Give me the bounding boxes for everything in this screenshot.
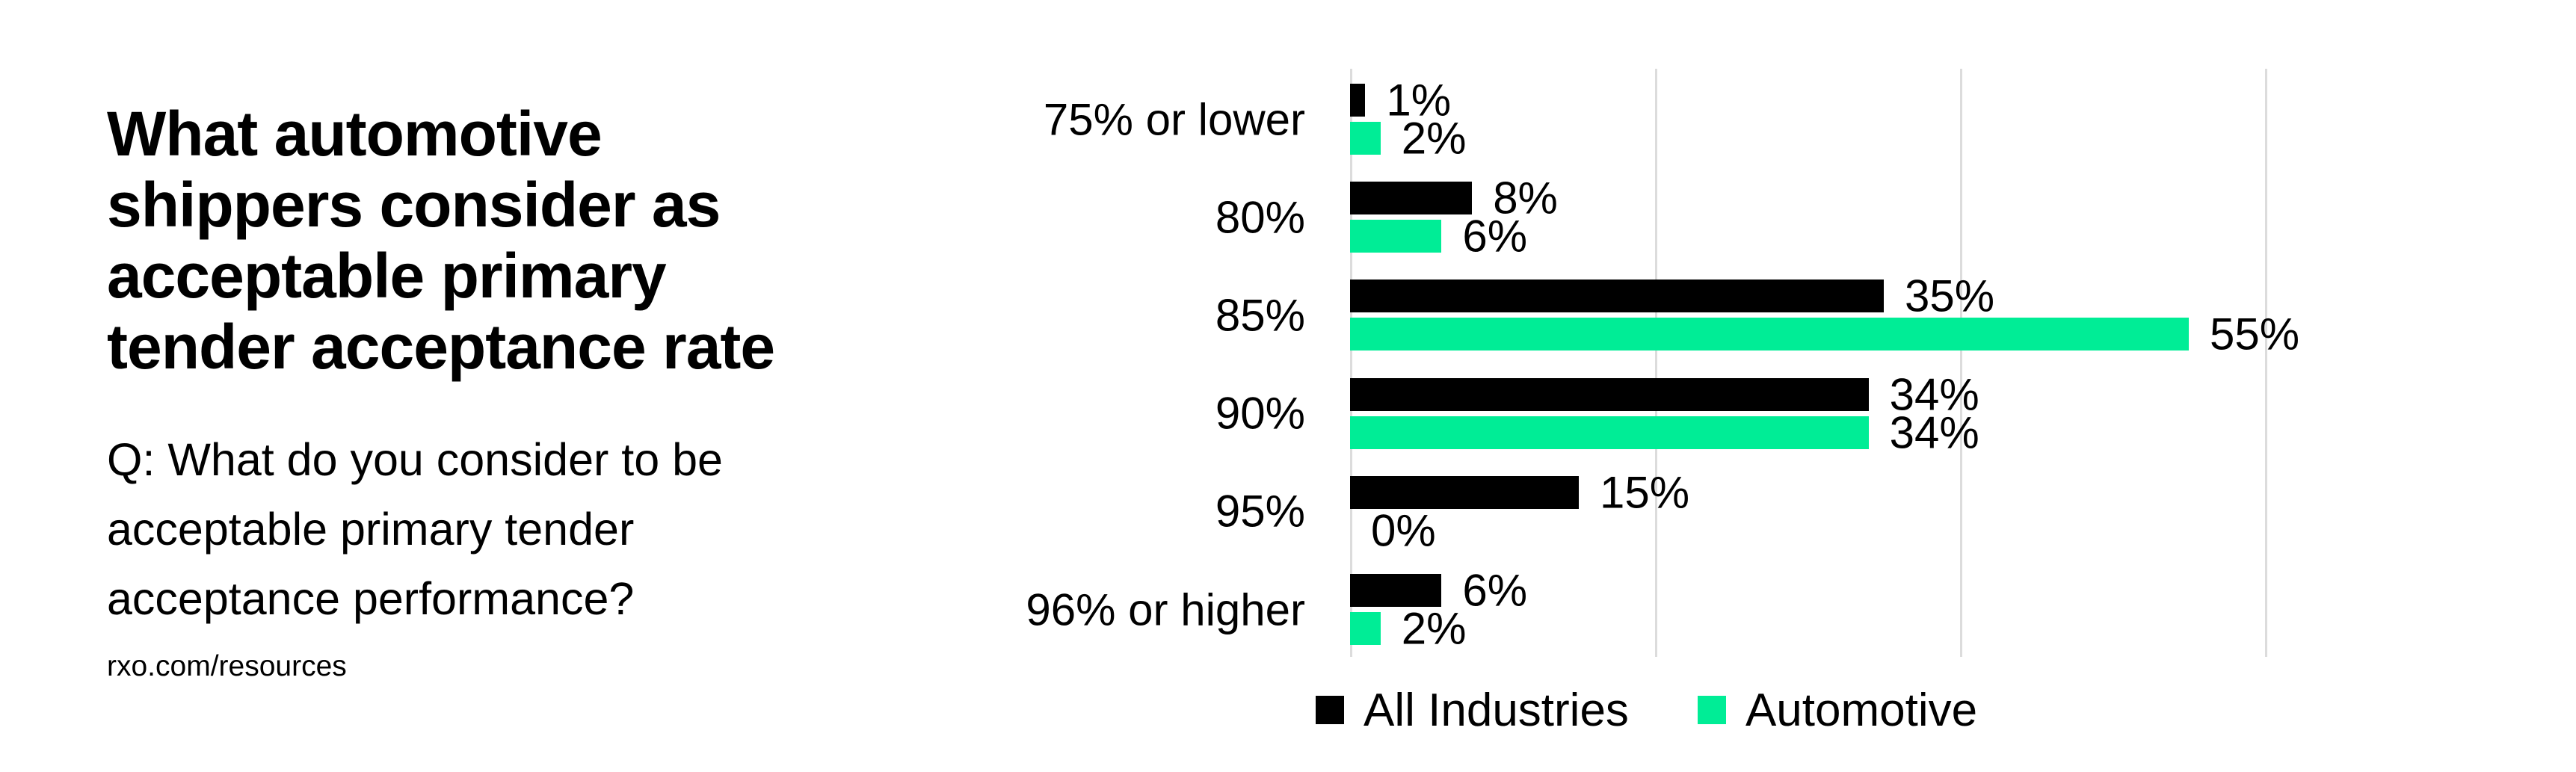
category-label: 96% or higher (1026, 584, 1305, 634)
value-label-automotive: 55% (2210, 309, 2300, 359)
value-label-automotive: 2% (1401, 113, 1467, 164)
value-label-automotive: 2% (1401, 603, 1467, 654)
category-label: 85% (1215, 290, 1305, 341)
bar-all-industries (1350, 280, 1884, 313)
value-label-all-industries: 8% (1493, 173, 1558, 223)
page-title-line: tender acceptance rate (107, 312, 775, 383)
bar-all-industries (1350, 377, 1869, 411)
legend-item-automotive: Automotive (1697, 684, 1978, 737)
legend-label-automotive: Automotive (1745, 684, 1978, 736)
value-label-automotive: 6% (1462, 211, 1528, 262)
value-label-all-industries: 1% (1386, 75, 1452, 126)
page-title-line: What automotive (107, 99, 603, 170)
value-label-all-industries: 34% (1889, 369, 1979, 420)
y-axis-line (1350, 69, 1352, 657)
bar-automotive (1350, 122, 1381, 155)
bar-automotive (1350, 220, 1442, 253)
bar-automotive (1350, 612, 1381, 645)
value-label-all-industries: 6% (1462, 565, 1528, 616)
value-label-all-industries: 35% (1905, 271, 1995, 321)
legend-swatch-all-industries (1316, 696, 1344, 724)
plot-area: 75% or lower 1% 2% 80% 8% 6% 85% 35% 55% 90% 34% 34… (1026, 69, 2426, 657)
category-label: 80% (1215, 192, 1305, 243)
page-title-line: acceptable primary (107, 241, 667, 312)
source-url-text: rxo.com/resources (107, 650, 347, 682)
bar-all-industries (1350, 574, 1442, 607)
value-label-automotive: 0% (1371, 505, 1436, 556)
legend-label-all-industries: All Industries (1364, 684, 1629, 736)
legend-item-all-industries: All Industries (1316, 684, 1629, 737)
category-label: 90% (1215, 388, 1305, 439)
category-label: 95% (1215, 486, 1305, 537)
gridline (1655, 69, 1657, 657)
survey-question-line: acceptable primary tender (107, 504, 635, 555)
page-title-line: shippers consider as (107, 170, 721, 241)
gridline (1960, 69, 1962, 657)
bar-all-industries (1350, 84, 1366, 117)
bar-automotive (1350, 416, 1869, 449)
value-label-all-industries: 15% (1600, 467, 1690, 518)
survey-question-line: Q: What do you consider to be (107, 434, 723, 485)
bar-automotive (1350, 318, 2189, 351)
legend: All Industries Automotive (1316, 685, 1977, 736)
page-title: What automotive shippers consider as acc… (107, 99, 775, 383)
legend-swatch-automotive (1697, 696, 1726, 724)
value-label-automotive: 34% (1889, 407, 1979, 458)
category-label: 75% or lower (1043, 94, 1305, 144)
gridline (2265, 69, 2267, 657)
bar-all-industries (1350, 182, 1473, 215)
survey-question-line: acceptance performance? (107, 573, 635, 624)
bar-all-industries (1350, 475, 1579, 509)
survey-question-text: Q: What do you consider to be acceptable… (107, 425, 723, 634)
